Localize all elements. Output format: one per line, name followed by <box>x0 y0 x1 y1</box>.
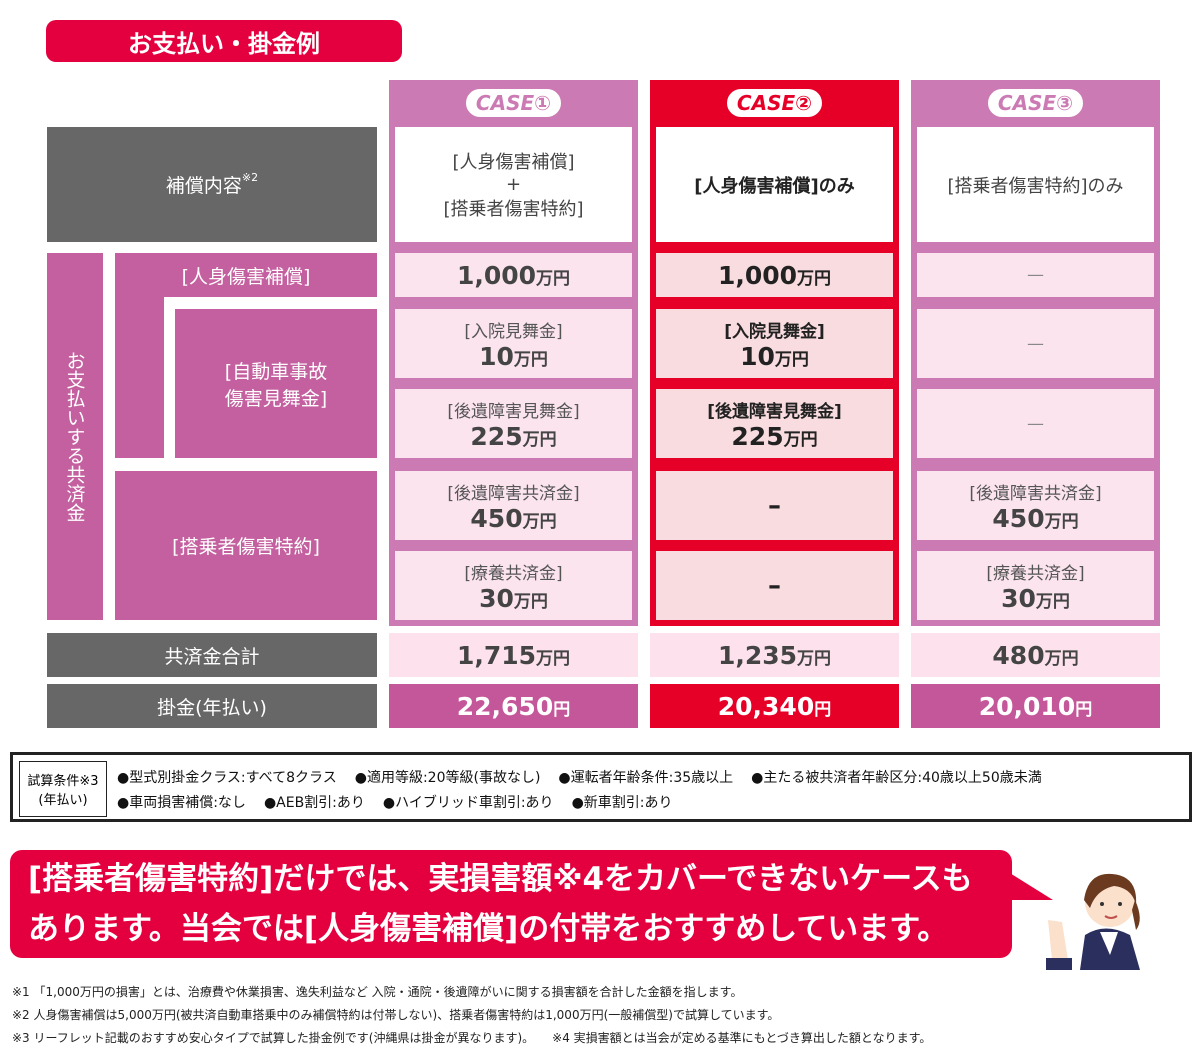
case1-coverage: [人身傷害補償] + [搭乗者傷害特約] <box>395 127 632 242</box>
case3-coverage: [搭乗者傷害特約]のみ <box>917 127 1154 242</box>
case2-ryoyo: – <box>656 551 893 620</box>
row-label-jidosha: [自動車事故 傷害見舞金] <box>175 309 377 458</box>
footnote-3-4: ※3 リーフレット記載のおすすめ安心タイプで試算した掛金例です(沖縄県は掛金が異… <box>12 1031 932 1045</box>
case1-kouisho-kyosai: [後遺障害共済金] 450万円 <box>395 471 632 540</box>
staff-illustration-icon <box>1046 873 1140 970</box>
page-title: お支払い・掛金例 <box>46 20 402 62</box>
row-label-jinshin: [人身傷害補償] <box>115 253 377 297</box>
row-label-total: 共済金合計 <box>47 633 377 677</box>
row-label-payout: お支払いする共済金 <box>47 253 103 620</box>
case2-nyuin: [入院見舞金] 10万円 <box>656 309 893 378</box>
case3-kouisho: — <box>917 389 1154 458</box>
footnote-2: ※2 人身傷害補償は5,000万円(被共済自動車搭乗中のみ補償特約は付帯しない)… <box>12 1008 780 1022</box>
case3-total: 480万円 <box>911 633 1160 677</box>
case1-jinshin: 1,000万円 <box>395 253 632 297</box>
bracket-bar <box>115 296 164 458</box>
case1-nyuin: [入院見舞金] 10万円 <box>395 309 632 378</box>
case3-premium: 20,010円 <box>911 684 1160 728</box>
conditions-line2: ●車両損害補償:なし ●AEB割引:あり ●ハイブリッド車割引:あり ●新車割引:あり <box>117 795 673 811</box>
conditions-label: 試算条件※3 (年払い) <box>19 761 107 817</box>
case1-total: 1,715万円 <box>389 633 638 677</box>
case2-kouisho-kyosai: – <box>656 471 893 540</box>
case2-header: CASE② <box>650 84 899 122</box>
recommendation-callout: [搭乗者傷害特約]だけでは、実損害額※4をカバーできないケースも あります。当会で… <box>10 850 1012 958</box>
calculation-conditions: 試算条件※3 (年払い) ●型式別掛金クラス:すべて8クラス ●適用等級:20等級(… <box>10 752 1192 822</box>
row-label-coverage: 補償内容※2 <box>47 127 377 242</box>
case3-kouisho-kyosai: [後遺障害共済金] 450万円 <box>917 471 1154 540</box>
case1-ryoyo: [療養共済金] 30万円 <box>395 551 632 620</box>
case2-coverage: [人身傷害補償]のみ <box>656 127 893 242</box>
case2-premium: 20,340円 <box>650 684 899 728</box>
row-label-premium: 掛金(年払い) <box>47 684 377 728</box>
row-label-tojosha: [搭乗者傷害特約] <box>115 471 377 620</box>
case1-kouisho: [後遺障害見舞金] 225万円 <box>395 389 632 458</box>
case3-ryoyo: [療養共済金] 30万円 <box>917 551 1154 620</box>
case2-jinshin: 1,000万円 <box>656 253 893 297</box>
case2-total: 1,235万円 <box>650 633 899 677</box>
case3-jinshin: — <box>917 253 1154 297</box>
case1-header: CASE① <box>389 84 638 122</box>
case1-premium: 22,650円 <box>389 684 638 728</box>
case3-nyuin: — <box>917 309 1154 378</box>
case3-header: CASE③ <box>911 84 1160 122</box>
conditions-line1: ●型式別掛金クラス:すべて8クラス ●適用等級:20等級(事故なし) ●運転者年齢条… <box>117 770 1042 786</box>
callout-tail <box>1005 870 1053 900</box>
footnote-1: ※1 「1,000万円の損害」とは、治療費や休業損害、逸失利益など 入院・通院・… <box>12 985 743 999</box>
case2-kouisho: [後遺障害見舞金] 225万円 <box>656 389 893 458</box>
